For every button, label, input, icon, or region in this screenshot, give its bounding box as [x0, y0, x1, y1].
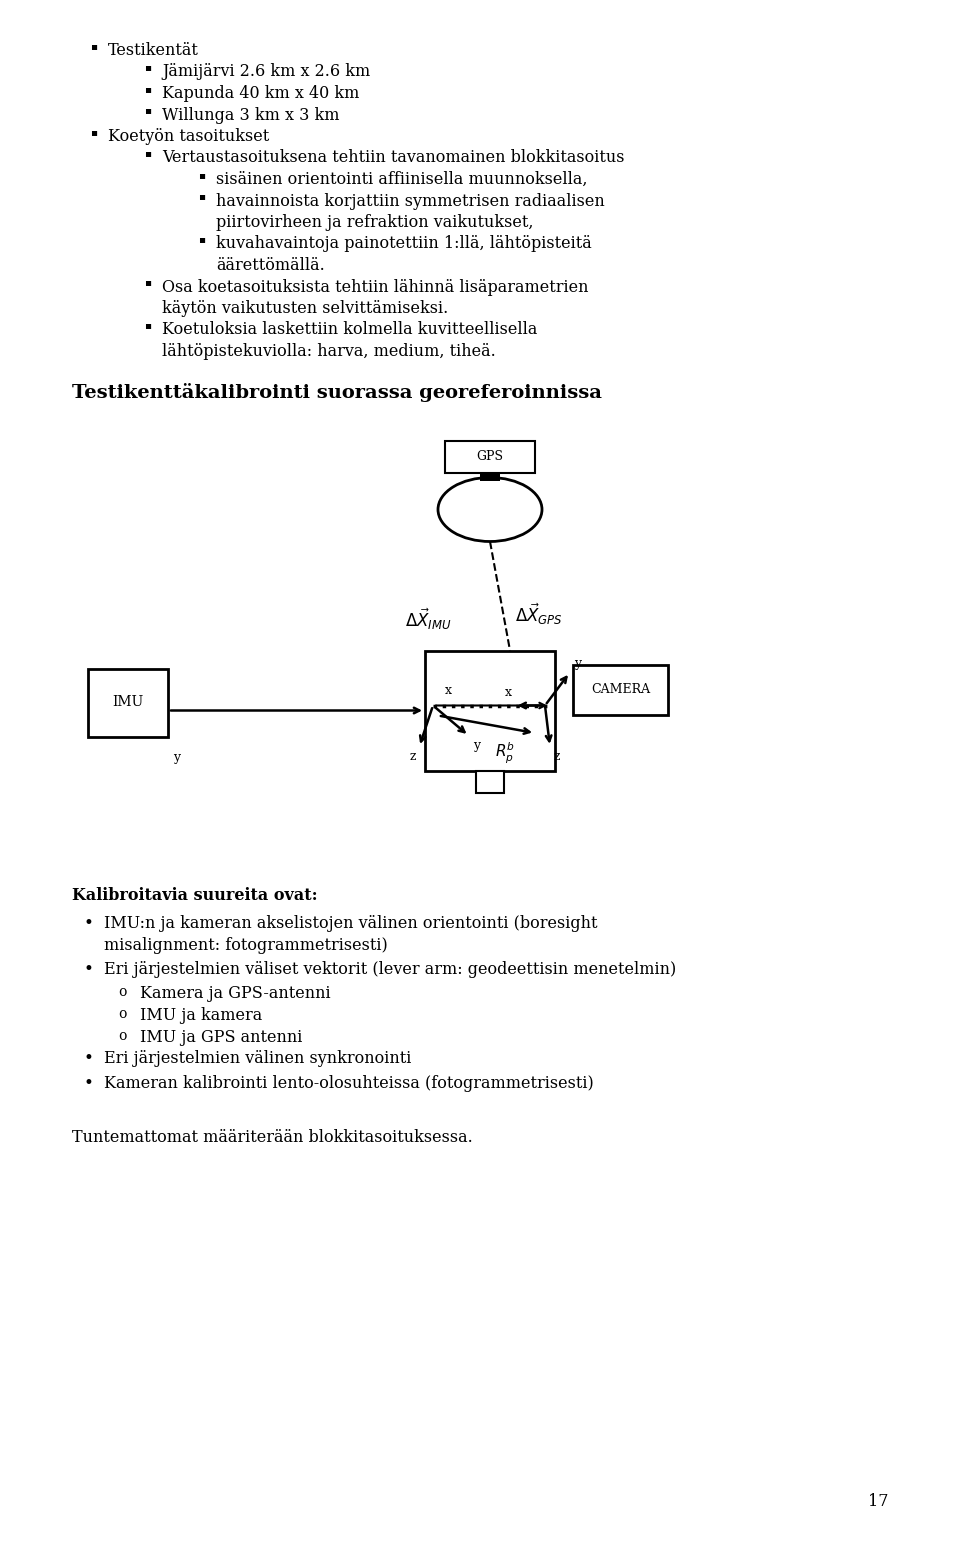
Text: $\Delta\vec{X}_{IMU}$: $\Delta\vec{X}_{IMU}$: [405, 606, 452, 633]
Text: lähtöpistekuviolla: harva, medium, tiheä.: lähtöpistekuviolla: harva, medium, tiheä…: [162, 343, 495, 360]
Text: z: z: [410, 750, 417, 762]
Text: Kameran kalibrointi lento-olosuhteissa (fotogrammetrisesti): Kameran kalibrointi lento-olosuhteissa (…: [104, 1074, 593, 1091]
Text: ▪: ▪: [198, 236, 205, 244]
Text: äärettömällä.: äärettömällä.: [216, 258, 324, 275]
Text: kuvahavaintoja painotettiin 1:llä, lähtöpisteitä: kuvahavaintoja painotettiin 1:llä, lähtö…: [216, 236, 591, 253]
Text: •: •: [84, 1049, 94, 1068]
Text: Kamera ja GPS-antenni: Kamera ja GPS-antenni: [140, 986, 330, 1003]
Ellipse shape: [438, 477, 542, 542]
Bar: [88, 668, 168, 736]
Text: $\Delta\vec{X}_{GPS}$: $\Delta\vec{X}_{GPS}$: [515, 602, 563, 626]
Text: y: y: [472, 739, 480, 751]
Text: ▪: ▪: [144, 106, 151, 116]
Text: o: o: [118, 1029, 127, 1043]
Text: •: •: [84, 961, 94, 978]
Text: ▪: ▪: [144, 321, 151, 330]
Text: ▪: ▪: [144, 63, 151, 73]
Text: Kalibroitavia suureita ovat:: Kalibroitavia suureita ovat:: [72, 887, 318, 904]
Bar: [425, 651, 555, 770]
Text: ▪: ▪: [198, 171, 205, 181]
Text: ▪: ▪: [90, 42, 97, 51]
Text: IMU ja kamera: IMU ja kamera: [140, 1008, 262, 1025]
Text: piirtovirheen ja refraktion vaikutukset,: piirtovirheen ja refraktion vaikutukset,: [216, 214, 534, 231]
Text: Vertaustasoituksena tehtiin tavanomainen blokkitasoitus: Vertaustasoituksena tehtiin tavanomainen…: [162, 150, 625, 167]
Text: Osa koetasoituksista tehtiin lähinnä lisäparametrien: Osa koetasoituksista tehtiin lähinnä lis…: [162, 278, 588, 296]
Bar: [476, 770, 504, 793]
Text: IMU:n ja kameran akselistojen välinen orientointi (boresight: IMU:n ja kameran akselistojen välinen or…: [104, 915, 597, 932]
Bar: [480, 472, 500, 480]
Text: ▪: ▪: [144, 150, 151, 159]
Text: Eri järjestelmien väliset vektorit (lever arm: geodeettisin menetelmin): Eri järjestelmien väliset vektorit (leve…: [104, 961, 676, 978]
Text: ▪: ▪: [198, 193, 205, 202]
Bar: [445, 440, 535, 472]
Text: z: z: [554, 750, 561, 762]
Text: Eri järjestelmien välinen synkronointi: Eri järjestelmien välinen synkronointi: [104, 1049, 412, 1068]
Text: CAMERA: CAMERA: [591, 684, 650, 696]
Text: Testikentät: Testikentät: [108, 42, 199, 59]
Text: x: x: [445, 685, 452, 697]
Text: x: x: [505, 687, 512, 699]
Text: ▪: ▪: [144, 85, 151, 94]
Text: Willunga 3 km x 3 km: Willunga 3 km x 3 km: [162, 106, 340, 123]
Text: Koetuloksia laskettiin kolmella kuvitteellisella: Koetuloksia laskettiin kolmella kuvittee…: [162, 321, 538, 338]
Text: $R_p^b$: $R_p^b$: [495, 741, 515, 767]
Text: IMU ja GPS antenni: IMU ja GPS antenni: [140, 1029, 302, 1046]
Text: Jämijärvi 2.6 km x 2.6 km: Jämijärvi 2.6 km x 2.6 km: [162, 63, 371, 80]
Text: ▪: ▪: [144, 278, 151, 287]
Text: •: •: [84, 915, 94, 932]
Text: ▪: ▪: [90, 128, 97, 137]
Text: Tuntemattomat määriterään blokkitasoituksessa.: Tuntemattomat määriterään blokkitasoituk…: [72, 1129, 472, 1146]
Text: y: y: [173, 750, 180, 764]
Text: misalignment: fotogrammetrisesti): misalignment: fotogrammetrisesti): [104, 937, 388, 954]
Text: sisäinen orientointi affiinisella muunnoksella,: sisäinen orientointi affiinisella muunno…: [216, 171, 588, 188]
Text: y: y: [574, 657, 581, 671]
Bar: [573, 665, 668, 714]
Text: käytön vaikutusten selvittämiseksi.: käytön vaikutusten selvittämiseksi.: [162, 299, 448, 316]
Text: IMU: IMU: [112, 696, 144, 710]
Text: o: o: [118, 986, 127, 1000]
Text: Koetyön tasoitukset: Koetyön tasoitukset: [108, 128, 269, 145]
Text: Testikenttäkalibrointi suorassa georeferoinnissa: Testikenttäkalibrointi suorassa georefer…: [72, 383, 602, 401]
Text: 17: 17: [868, 1494, 888, 1511]
Text: o: o: [118, 1008, 127, 1021]
Text: •: •: [84, 1074, 94, 1091]
Text: Kapunda 40 km x 40 km: Kapunda 40 km x 40 km: [162, 85, 359, 102]
Text: GPS: GPS: [476, 451, 503, 463]
Text: havainnoista korjattiin symmetrisen radiaalisen: havainnoista korjattiin symmetrisen radi…: [216, 193, 605, 210]
